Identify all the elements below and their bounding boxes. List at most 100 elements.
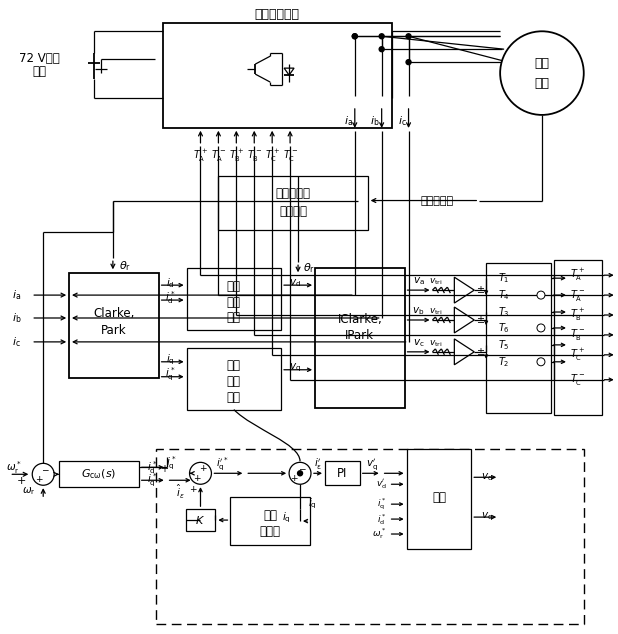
Text: $i_{\rm q}^*$: $i_{\rm q}^*$ bbox=[166, 366, 176, 384]
Circle shape bbox=[297, 471, 303, 476]
Text: −: − bbox=[298, 464, 306, 473]
Text: $i_{\rm a}$: $i_{\rm a}$ bbox=[12, 288, 21, 302]
Circle shape bbox=[500, 31, 584, 115]
Text: $\omega_{\rm r}$: $\omega_{\rm r}$ bbox=[22, 485, 36, 497]
Text: $T_{\rm C}^-$: $T_{\rm C}^-$ bbox=[282, 148, 298, 163]
Text: PI: PI bbox=[337, 467, 347, 480]
Text: +: + bbox=[193, 474, 200, 482]
Bar bbox=[325, 462, 360, 485]
Text: $G_{\rm c\omega}(s)$: $G_{\rm c\omega}(s)$ bbox=[82, 467, 117, 481]
Text: $i_{\rm b}$: $i_{\rm b}$ bbox=[12, 311, 21, 325]
Text: IPark: IPark bbox=[345, 330, 375, 342]
Circle shape bbox=[406, 60, 411, 65]
Bar bbox=[315, 268, 405, 408]
Text: $v_{\rm q}$: $v_{\rm q}$ bbox=[289, 361, 301, 374]
Circle shape bbox=[406, 34, 411, 39]
Text: $T_2$: $T_2$ bbox=[498, 355, 510, 369]
Polygon shape bbox=[284, 68, 294, 75]
Text: $i_{\rm q}$: $i_{\rm q}$ bbox=[166, 353, 175, 367]
Text: $i_{\rm d}^*$: $i_{\rm d}^*$ bbox=[148, 459, 158, 476]
Circle shape bbox=[32, 463, 54, 485]
Text: $K$: $K$ bbox=[195, 514, 206, 526]
Bar bbox=[486, 263, 551, 413]
Text: ±: ± bbox=[476, 315, 485, 325]
Bar bbox=[218, 176, 368, 230]
Text: $T_{\rm A}^+$: $T_{\rm A}^+$ bbox=[570, 267, 585, 283]
Text: $i_{\rm q}$: $i_{\rm q}$ bbox=[308, 497, 317, 512]
Text: $i_{\rm q}$: $i_{\rm q}$ bbox=[282, 511, 290, 526]
Text: $i_{\rm \varepsilon}^{\prime}$: $i_{\rm \varepsilon}^{\prime}$ bbox=[314, 456, 322, 472]
Text: $v_{\rm c}$: $v_{\rm c}$ bbox=[413, 337, 425, 349]
Text: 72 V直流: 72 V直流 bbox=[19, 51, 59, 65]
Text: $i_{\rm b}$: $i_{\rm b}$ bbox=[370, 114, 379, 128]
Text: 转速与转子: 转速与转子 bbox=[276, 187, 311, 200]
Text: +: + bbox=[35, 475, 43, 484]
Bar bbox=[185, 509, 216, 531]
Text: +: + bbox=[159, 464, 167, 474]
Text: +: + bbox=[199, 464, 206, 473]
Text: $i_{\rm q}^*$: $i_{\rm q}^*$ bbox=[166, 455, 176, 472]
Text: 频谱: 频谱 bbox=[227, 280, 241, 293]
Text: 电源: 电源 bbox=[32, 65, 46, 77]
Polygon shape bbox=[454, 339, 474, 365]
Text: $T_1$: $T_1$ bbox=[498, 271, 510, 285]
Text: $i_{\rm c}$: $i_{\rm c}$ bbox=[12, 335, 21, 349]
Text: $\theta_{\rm r}$: $\theta_{\rm r}$ bbox=[303, 261, 315, 275]
Text: $T_{\rm A}^+$: $T_{\rm A}^+$ bbox=[193, 148, 208, 164]
Polygon shape bbox=[454, 307, 474, 333]
Text: $T_{\rm C}^-$: $T_{\rm C}^-$ bbox=[570, 372, 585, 387]
Text: +: + bbox=[17, 476, 26, 486]
Text: $v_{\rm q}^{\prime}$: $v_{\rm q}^{\prime}$ bbox=[366, 456, 378, 472]
Text: $T_{\rm C}^+$: $T_{\rm C}^+$ bbox=[570, 347, 585, 363]
Bar bbox=[187, 268, 281, 330]
Text: 感应: 感应 bbox=[535, 56, 549, 70]
Text: $v_{\rm d}$: $v_{\rm d}$ bbox=[481, 471, 493, 483]
Bar bbox=[407, 450, 472, 549]
Circle shape bbox=[537, 324, 545, 332]
Text: Clarke,: Clarke, bbox=[93, 306, 135, 320]
Bar bbox=[554, 260, 602, 415]
Text: 解耦: 解耦 bbox=[432, 491, 446, 503]
Circle shape bbox=[289, 462, 311, 484]
Text: $v_{\rm q}$: $v_{\rm q}$ bbox=[481, 511, 493, 523]
Text: $i_{\rm d}^*$: $i_{\rm d}^*$ bbox=[377, 512, 387, 527]
Text: $T_{\rm B}^-$: $T_{\rm B}^-$ bbox=[570, 327, 585, 342]
Text: Park: Park bbox=[101, 325, 127, 337]
Text: $v_{\rm tri}$: $v_{\rm tri}$ bbox=[429, 307, 442, 317]
Text: 滤波器: 滤波器 bbox=[260, 524, 281, 538]
Text: $T_4$: $T_4$ bbox=[498, 288, 510, 302]
Text: +: + bbox=[188, 485, 197, 494]
Circle shape bbox=[379, 47, 384, 52]
Text: $i_{\rm d}$: $i_{\rm d}$ bbox=[166, 276, 175, 290]
Text: $i_{\rm q}^*$: $i_{\rm q}^*$ bbox=[377, 496, 387, 512]
Text: $\hat{i}_{\varepsilon}$: $\hat{i}_{\varepsilon}$ bbox=[176, 483, 185, 501]
Text: IClarke,: IClarke, bbox=[337, 313, 382, 327]
Text: 电机: 电机 bbox=[535, 77, 549, 89]
Text: $v_{\rm b}$: $v_{\rm b}$ bbox=[412, 305, 425, 317]
Circle shape bbox=[352, 34, 357, 39]
Text: 编码器信号: 编码器信号 bbox=[421, 195, 454, 205]
Bar bbox=[163, 23, 392, 128]
Text: $i_{\rm q}^*$: $i_{\rm q}^*$ bbox=[148, 472, 158, 489]
Text: $\theta_{\rm r}$: $\theta_{\rm r}$ bbox=[119, 259, 131, 273]
Text: $T_5$: $T_5$ bbox=[498, 338, 510, 352]
Text: 算法: 算法 bbox=[227, 391, 241, 404]
Text: $T_3$: $T_3$ bbox=[498, 305, 510, 319]
Polygon shape bbox=[454, 277, 474, 303]
Text: ±: ± bbox=[476, 347, 485, 357]
Text: $i_{\rm a}$: $i_{\rm a}$ bbox=[344, 114, 353, 128]
Text: ±: ± bbox=[476, 285, 485, 295]
Text: $v_{\rm d}$: $v_{\rm d}$ bbox=[289, 277, 301, 289]
Text: $T_{\rm B}^+$: $T_{\rm B}^+$ bbox=[570, 307, 585, 323]
Text: $i_{\rm c}$: $i_{\rm c}$ bbox=[398, 114, 407, 128]
Text: $T_{\rm B}^+$: $T_{\rm B}^+$ bbox=[229, 148, 243, 164]
Bar bbox=[187, 348, 281, 410]
Text: 带通: 带通 bbox=[263, 508, 277, 522]
Text: $T_{\rm B}^-$: $T_{\rm B}^-$ bbox=[247, 148, 262, 163]
Text: $T_{\rm A}^-$: $T_{\rm A}^-$ bbox=[570, 288, 585, 302]
Circle shape bbox=[537, 358, 545, 366]
Text: $v_{\rm tri}$: $v_{\rm tri}$ bbox=[429, 339, 442, 349]
Text: $v_{\rm d}^{\prime}$: $v_{\rm d}^{\prime}$ bbox=[376, 477, 387, 491]
Circle shape bbox=[537, 291, 545, 299]
Text: $i_{\rm d}^*$: $i_{\rm d}^*$ bbox=[166, 290, 176, 306]
